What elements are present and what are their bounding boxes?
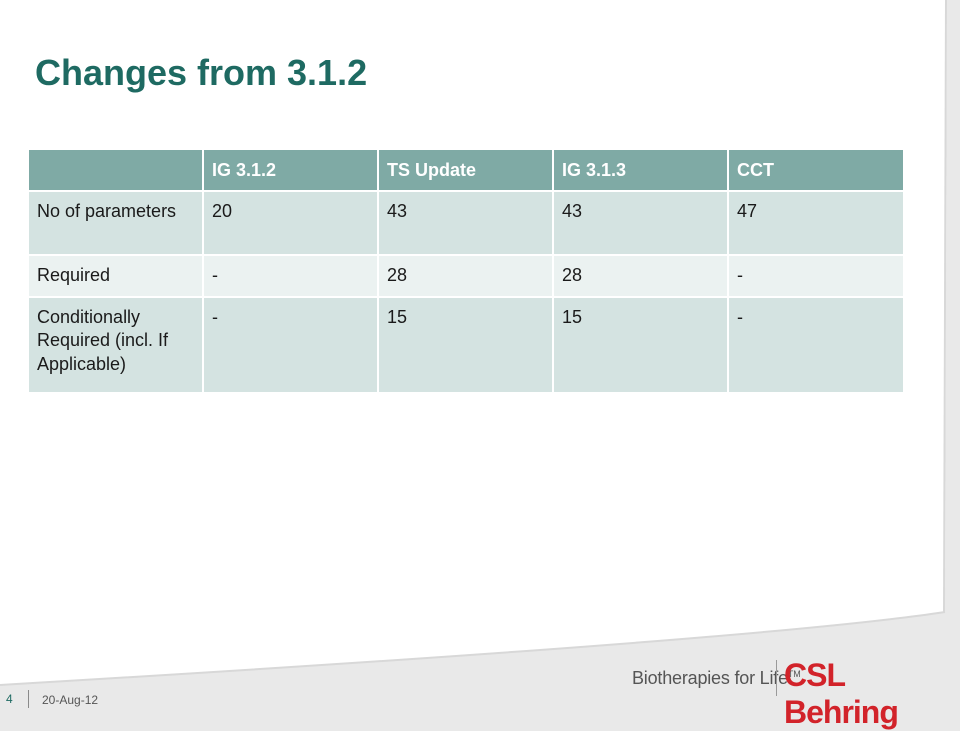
brand-tagline: Biotherapies for LifeTM	[632, 668, 801, 689]
table-header-cell: IG 3.1.2	[202, 148, 379, 192]
table-header-cell: TS Update	[377, 148, 554, 192]
footer-divider	[28, 690, 29, 708]
comparison-table-container: IG 3.1.2 TS Update IG 3.1.3 CCT No of pa…	[27, 148, 905, 394]
table-cell: 43	[552, 189, 729, 256]
comparison-table: IG 3.1.2 TS Update IG 3.1.3 CCT No of pa…	[27, 148, 905, 394]
table-cell: -	[727, 295, 905, 394]
table-header-row: IG 3.1.2 TS Update IG 3.1.3 CCT	[27, 148, 905, 192]
table-cell: 43	[377, 189, 554, 256]
brand-divider	[776, 660, 777, 696]
table-cell: -	[202, 295, 379, 394]
table-cell: 28	[377, 253, 554, 298]
slide-title: Changes from 3.1.2	[35, 52, 368, 93]
table-cell: 47	[727, 189, 905, 256]
table-cell: Required	[27, 253, 204, 298]
table-row: No of parameters 20 43 43 47	[27, 189, 905, 256]
table-cell: 15	[552, 295, 729, 394]
table-cell: No of parameters	[27, 189, 204, 256]
table-row: Required - 28 28 -	[27, 253, 905, 298]
table-header-cell: IG 3.1.3	[552, 148, 729, 192]
table-cell: 28	[552, 253, 729, 298]
table-cell: 20	[202, 189, 379, 256]
table-cell: Conditionally Required (incl. If Applica…	[27, 295, 204, 394]
slide-date: 20-Aug-12	[42, 693, 99, 707]
page-number: 4	[6, 692, 13, 706]
table-row: Conditionally Required (incl. If Applica…	[27, 295, 905, 394]
table-cell: -	[727, 253, 905, 298]
table-header-cell: CCT	[727, 148, 905, 192]
table-cell: -	[202, 253, 379, 298]
table-header-cell	[27, 148, 204, 192]
table-cell: 15	[377, 295, 554, 394]
trademark-mark: TM	[787, 669, 801, 679]
tagline-text: Biotherapies for Life	[632, 668, 788, 688]
